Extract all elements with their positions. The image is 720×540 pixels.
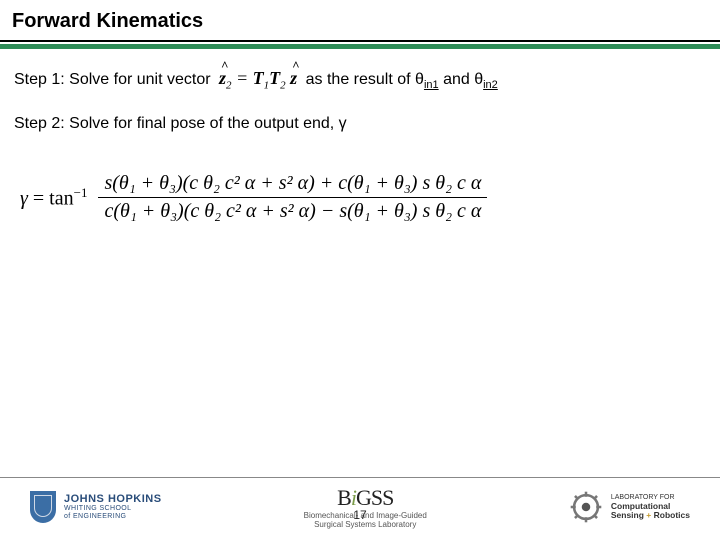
jhu-text: JOHNS HOPKINS WHITING SCHOOL of ENGINEER… xyxy=(64,494,162,520)
step1-line: Step 1: Solve for unit vector z2 = T1T2 … xyxy=(14,68,498,92)
bigss-logo: BiGSS Biomechanical- and Image-Guided Su… xyxy=(304,485,427,529)
gamma-numerator: s(θ₁ + θ₃)(c θ₂ c² α + s² α) + c(θ₁ + θ₃… xyxy=(98,170,487,197)
bigss-b: B xyxy=(337,485,351,510)
gamma-lhs: γ = tan−1 xyxy=(20,185,87,211)
title-rule-top xyxy=(0,40,720,42)
slide: Forward Kinematics Step 1: Solve for uni… xyxy=(0,0,720,540)
page-number: 17 xyxy=(353,508,366,522)
lcsr-l3: Sensing + Robotics xyxy=(611,511,690,520)
footer-rule xyxy=(0,477,720,478)
footer: JOHNS HOPKINS WHITING SCHOOL of ENGINEER… xyxy=(0,480,720,534)
eq-T1: T xyxy=(253,68,264,88)
step1-post-a: as the result of θ xyxy=(306,71,424,88)
slide-title: Forward Kinematics xyxy=(12,10,203,33)
eq-T2: T xyxy=(269,68,280,88)
gamma-denominator: c(θ₁ + θ₃)(c θ₂ c² α + s² α) − s(θ₁ + θ₃… xyxy=(98,197,487,225)
lcsr-sensing: Sensing xyxy=(611,510,644,520)
step2-line: Step 2: Solve for final pose of the outp… xyxy=(14,115,347,133)
eq-z2: z xyxy=(219,68,226,89)
jhu-line1: JOHNS HOPKINS xyxy=(64,494,162,506)
gear-icon xyxy=(569,490,603,524)
lcsr-plus: + xyxy=(644,510,654,520)
gamma-sup: −1 xyxy=(74,185,88,200)
theta-in1-sub: in1 xyxy=(424,79,439,91)
step1-equation: z2 = T1T2 z xyxy=(219,68,297,92)
gamma-fraction: s(θ₁ + θ₃)(c θ₂ c² α + s² α) + c(θ₁ + θ₃… xyxy=(98,170,487,225)
gamma-equation: γ = tan−1 s(θ₁ + θ₃)(c θ₂ c² α + s² α) +… xyxy=(20,170,700,225)
jhu-line2a: WHITING SCHOOL xyxy=(64,505,162,512)
gamma-symbol: γ xyxy=(20,187,28,209)
eq-z2-sub: 2 xyxy=(226,80,232,92)
step1-pre: Step 1: Solve for unit vector xyxy=(14,71,211,88)
jhu-shield-icon xyxy=(30,491,56,523)
jhu-logo: JOHNS HOPKINS WHITING SCHOOL of ENGINEER… xyxy=(30,491,162,523)
jhu-line2b: of ENGINEERING xyxy=(64,513,162,520)
step1-post-b: and θ xyxy=(439,71,483,88)
eq-z: z xyxy=(290,68,297,89)
bigss-gs: GS xyxy=(356,485,382,510)
eq-T2-sub: 2 xyxy=(280,80,286,92)
lcsr-robotics: Robotics xyxy=(654,510,690,520)
title-rule-green xyxy=(0,44,720,49)
theta-in2-sub: in2 xyxy=(483,79,498,91)
eq-equals: = xyxy=(236,68,253,88)
lcsr-logo: LABORATORY FOR Computational Sensing + R… xyxy=(569,490,690,524)
gamma-eq-tan: = tan xyxy=(28,187,74,209)
lcsr-text: LABORATORY FOR Computational Sensing + R… xyxy=(611,494,690,520)
bigss-s: S xyxy=(382,485,393,510)
